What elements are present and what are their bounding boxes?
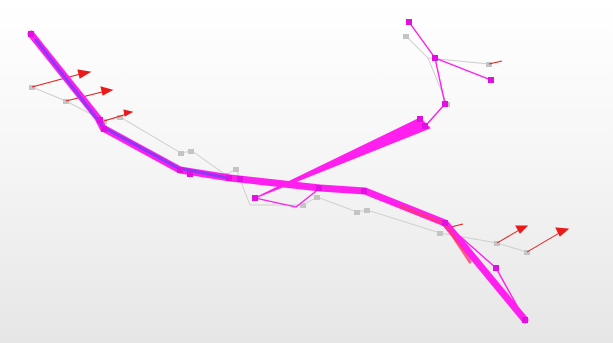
orientation-arrows (31, 60, 570, 253)
ground-truth-markers (29, 34, 530, 255)
estimated-keyframes (28, 19, 528, 323)
ground-truth-path (31, 35, 528, 253)
estimated-trajectory (27, 21, 529, 324)
